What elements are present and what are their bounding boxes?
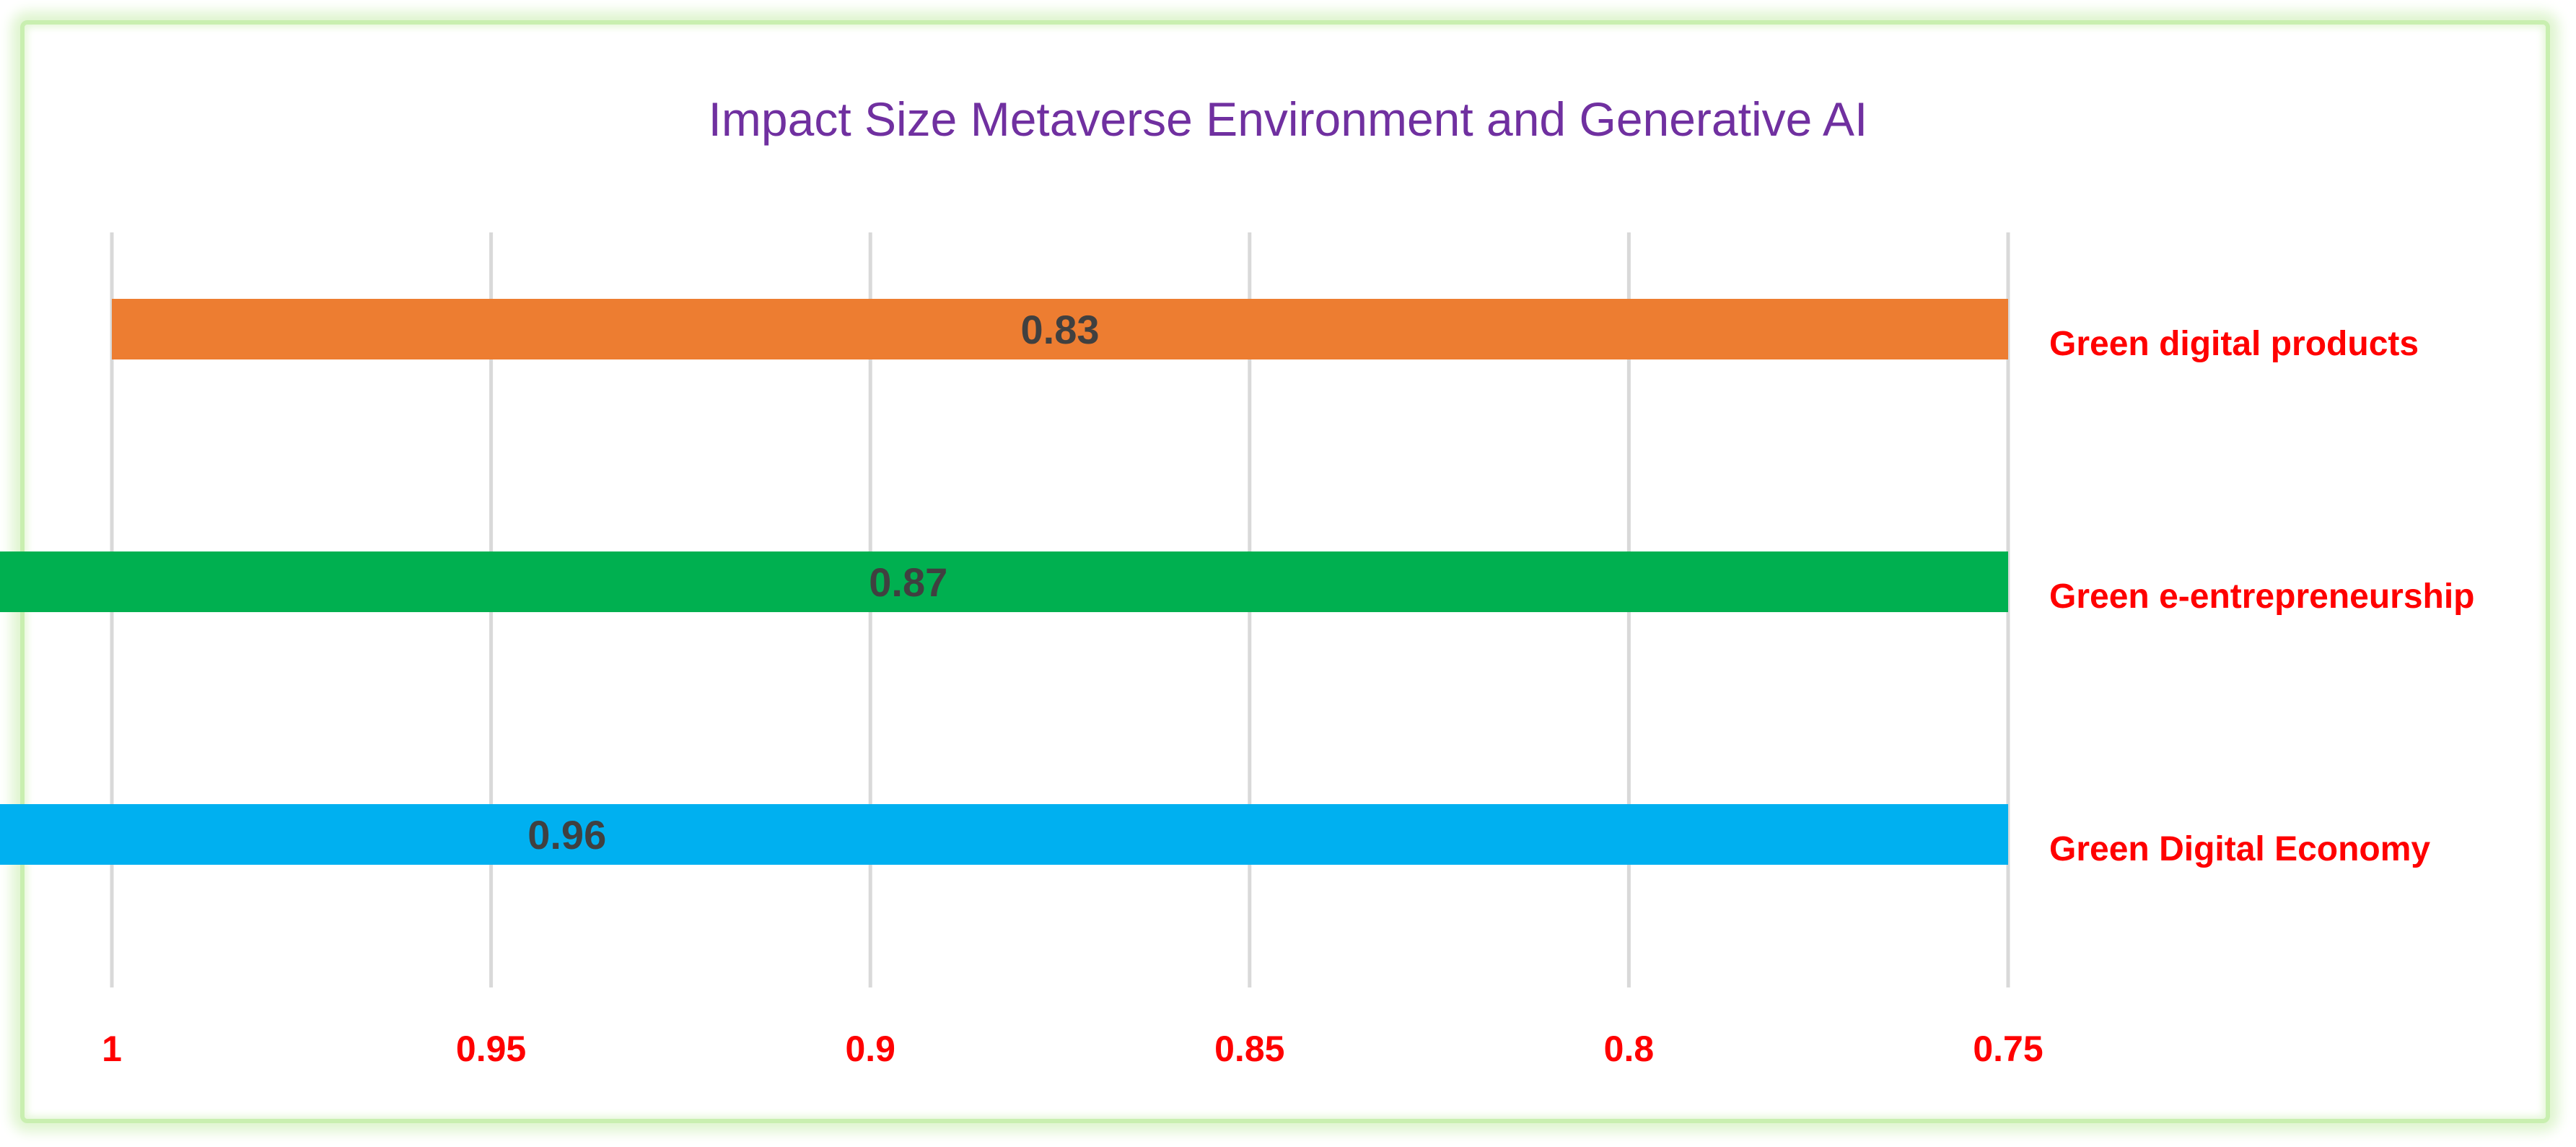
- category-label: Green digital products: [2049, 325, 2419, 363]
- bar-series: [0, 299, 2008, 865]
- bar: [112, 299, 2008, 359]
- data-labels: 0.83 0.87 0.96: [527, 307, 1099, 858]
- bar: [0, 551, 2008, 612]
- x-tick-label: 0.8: [1604, 1029, 1655, 1069]
- x-axis-ticks: 1 0.95 0.9 0.85 0.8 0.75: [102, 1029, 2043, 1069]
- x-tick-label: 0.95: [456, 1029, 526, 1069]
- x-tick-label: 0.85: [1214, 1029, 1284, 1069]
- category-labels: Green digital products Green e-entreprene…: [2049, 325, 2475, 868]
- bar: [0, 804, 2008, 865]
- chart-title: Impact Size Metaverse Environment and Ge…: [709, 92, 1868, 146]
- data-label: 0.83: [1021, 307, 1100, 352]
- category-label: Green Digital Economy: [2049, 830, 2430, 868]
- x-tick-label: 0.9: [845, 1029, 895, 1069]
- data-label: 0.87: [869, 559, 947, 605]
- x-tick-label: 0.75: [1973, 1029, 2043, 1069]
- data-label: 0.96: [527, 812, 606, 858]
- x-tick-label: 1: [102, 1029, 122, 1069]
- category-label: Green e-entrepreneurship: [2049, 577, 2475, 616]
